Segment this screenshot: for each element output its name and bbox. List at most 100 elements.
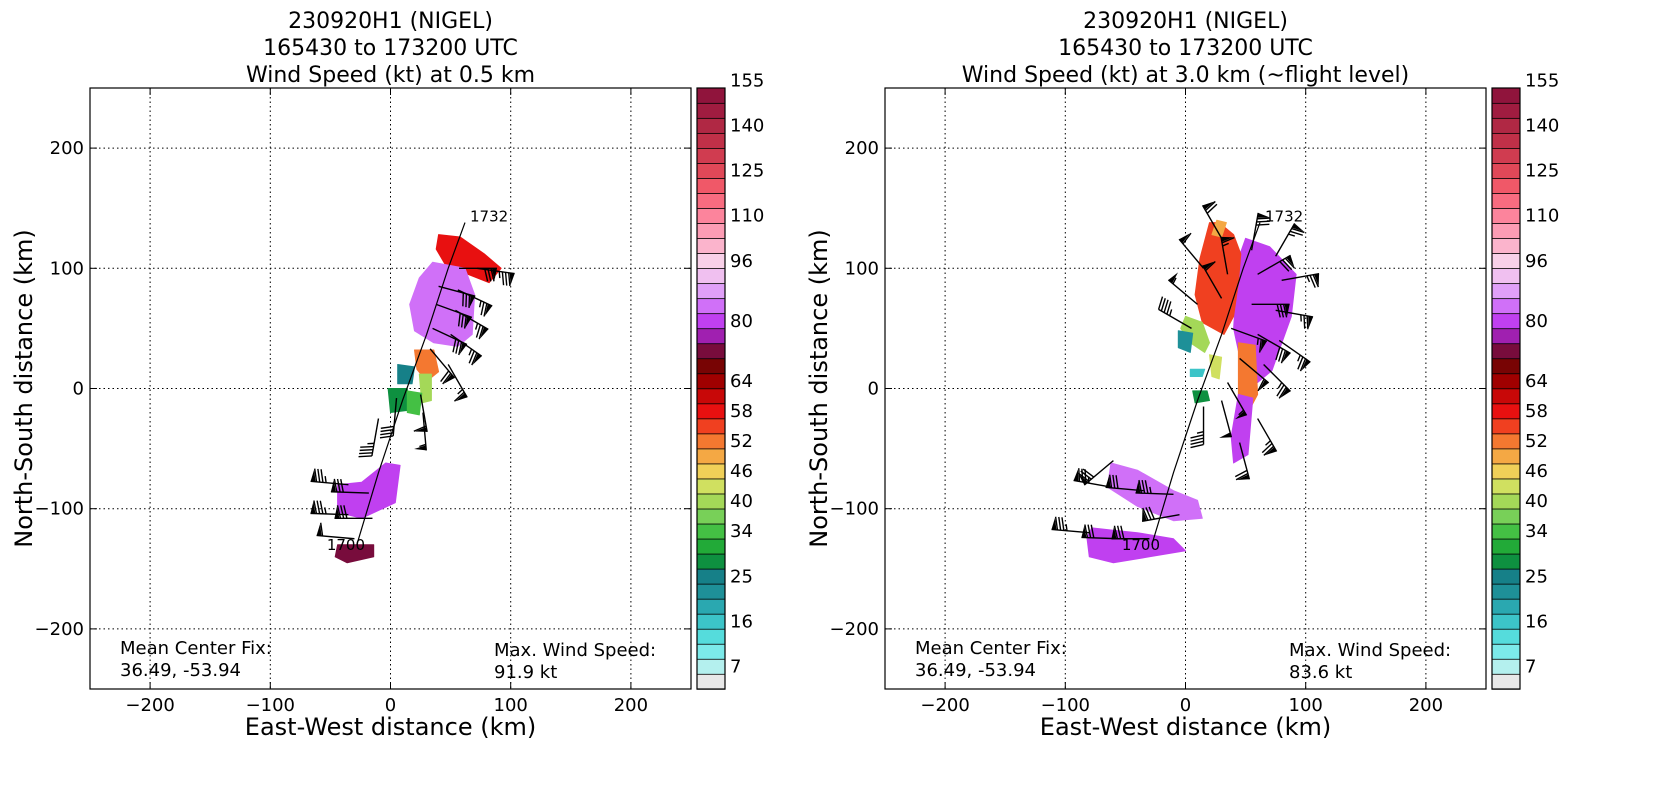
title-line: 165430 to 173200 UTC [263,36,518,61]
colorbar-segment [1491,583,1521,600]
colorbar-segment [696,433,726,450]
colorbar-tick-label: 58 [730,401,753,422]
colorbar-segment [1491,162,1521,179]
track-end-label: 1732 [1265,208,1303,226]
wind-barb [450,333,483,366]
colorbar-segment [696,463,726,480]
colorbar-segment [1491,508,1521,525]
y-tick-label: −100 [830,499,879,520]
wind-patch [1230,394,1254,464]
x-axis-label: East-West distance (km) [1040,713,1331,741]
colorbar-tick-label: 110 [730,206,764,227]
wind-barb [334,505,373,520]
wind-barb [316,522,355,540]
wind-barbs [1051,200,1320,540]
y-axis-label: North-South distance (km) [10,229,38,548]
colorbar-segment [696,267,726,285]
colorbar-segment [696,358,726,375]
wind-barb [455,309,489,340]
x-tick-label: −200 [125,695,174,716]
colorbar-tick-label: 16 [1525,611,1548,632]
title-line: 230920H1 (NIGEL) [1083,9,1288,34]
wind-speed-field [334,234,502,564]
colorbar-tick-label: 155 [1525,70,1559,91]
colorbar-segment [1491,643,1521,660]
colorbar-segment [696,87,726,104]
colorbar-segment [1491,117,1521,134]
wind-patch [337,462,401,519]
wind-patch [1189,368,1206,377]
wind-barb [358,418,380,458]
wind-patch [387,388,411,413]
y-axis-label: North-South distance (km) [805,229,833,548]
colorbar-segment [1491,403,1521,420]
colorbar-tick-label: 96 [730,251,753,272]
colorbar-tick-label: 7 [1525,656,1536,677]
colorbar-segment [696,373,726,390]
wind-barb [330,478,369,494]
wind-barb [1250,212,1271,251]
y-tick-label: −100 [35,499,84,520]
colorbar-tick-label: 110 [1525,206,1559,227]
colorbar-tick-label: 64 [730,371,753,392]
colorbar-segment [1491,463,1521,480]
y-tick-label: −200 [35,619,84,640]
colorbar-segment [696,553,726,570]
colorbar-tick-label: 46 [730,461,753,482]
colorbar-tick-label: 64 [1525,371,1548,392]
colorbar-tick-label: 52 [730,431,753,452]
wind-barb [1190,406,1205,449]
colorbar-segment [1491,343,1521,360]
colorbar-segment [696,252,726,269]
mean-center-fix-label: Mean Center Fix: [915,638,1067,659]
x-axis: −200 −100 0 100 200 [125,88,648,716]
wind-barb [1275,309,1314,330]
colorbar-tick-label: 140 [730,116,764,137]
y-axis: −200 −100 0 100 200 [35,138,691,640]
colorbar-segment [1491,252,1521,269]
colorbar-segment [696,628,726,645]
wind-patch [334,544,375,564]
y-tick-label: 100 [50,258,84,279]
colorbar-tick-label: 34 [1525,521,1548,542]
colorbar-segment [1491,523,1521,540]
wind-barb [1263,363,1291,399]
x-tick-label: 200 [614,695,648,716]
grid [885,88,1486,689]
wind-patch [1209,354,1223,380]
x-tick-label: 100 [494,695,528,716]
y-tick-label: −200 [830,619,879,640]
colorbar-tick-label: 80 [730,311,753,332]
chart-title: 230920H1 (NIGEL)165430 to 173200 UTCWind… [246,9,535,88]
colorbar-tick-label: 125 [730,161,764,182]
wind-barb [1239,357,1270,392]
max-wind-label: Max. Wind Speed: [494,640,656,661]
wind-barb [476,267,515,287]
title-line: Wind Speed (kt) at 0.5 km [246,63,535,88]
colorbar-tick-label: 52 [1525,431,1548,452]
colorbar-segment [1491,598,1521,615]
title-line: 230920H1 (NIGEL) [288,9,493,34]
x-axis: −200 −100 0 100 200 [920,88,1443,716]
colorbar-segment [696,327,726,345]
colorbar-segment [1491,327,1521,345]
wind-barb [310,468,349,486]
wind-patch [1086,527,1186,564]
colorbar-segment [696,147,726,164]
colorbar-segment [1491,177,1521,194]
title-line: 165430 to 173200 UTC [1058,36,1313,61]
y-axis: −200 −100 0 100 200 [830,138,1486,640]
title-line: Wind Speed (kt) at 3.0 km (~flight level… [962,63,1409,88]
wind-barb [1157,296,1192,330]
colorbar-segment [696,523,726,540]
colorbar-segment [696,132,726,149]
max-wind-value: 83.6 kt [1289,662,1352,683]
colorbar-segment [696,613,726,630]
wind-patch [1194,222,1242,335]
mean-center-fix-value: 36.49, -53.94 [915,660,1036,681]
colorbar-segment [696,448,726,465]
colorbar-segment [1491,237,1521,254]
colorbar-tick-label: 16 [730,611,753,632]
wind-barb [1111,525,1150,540]
